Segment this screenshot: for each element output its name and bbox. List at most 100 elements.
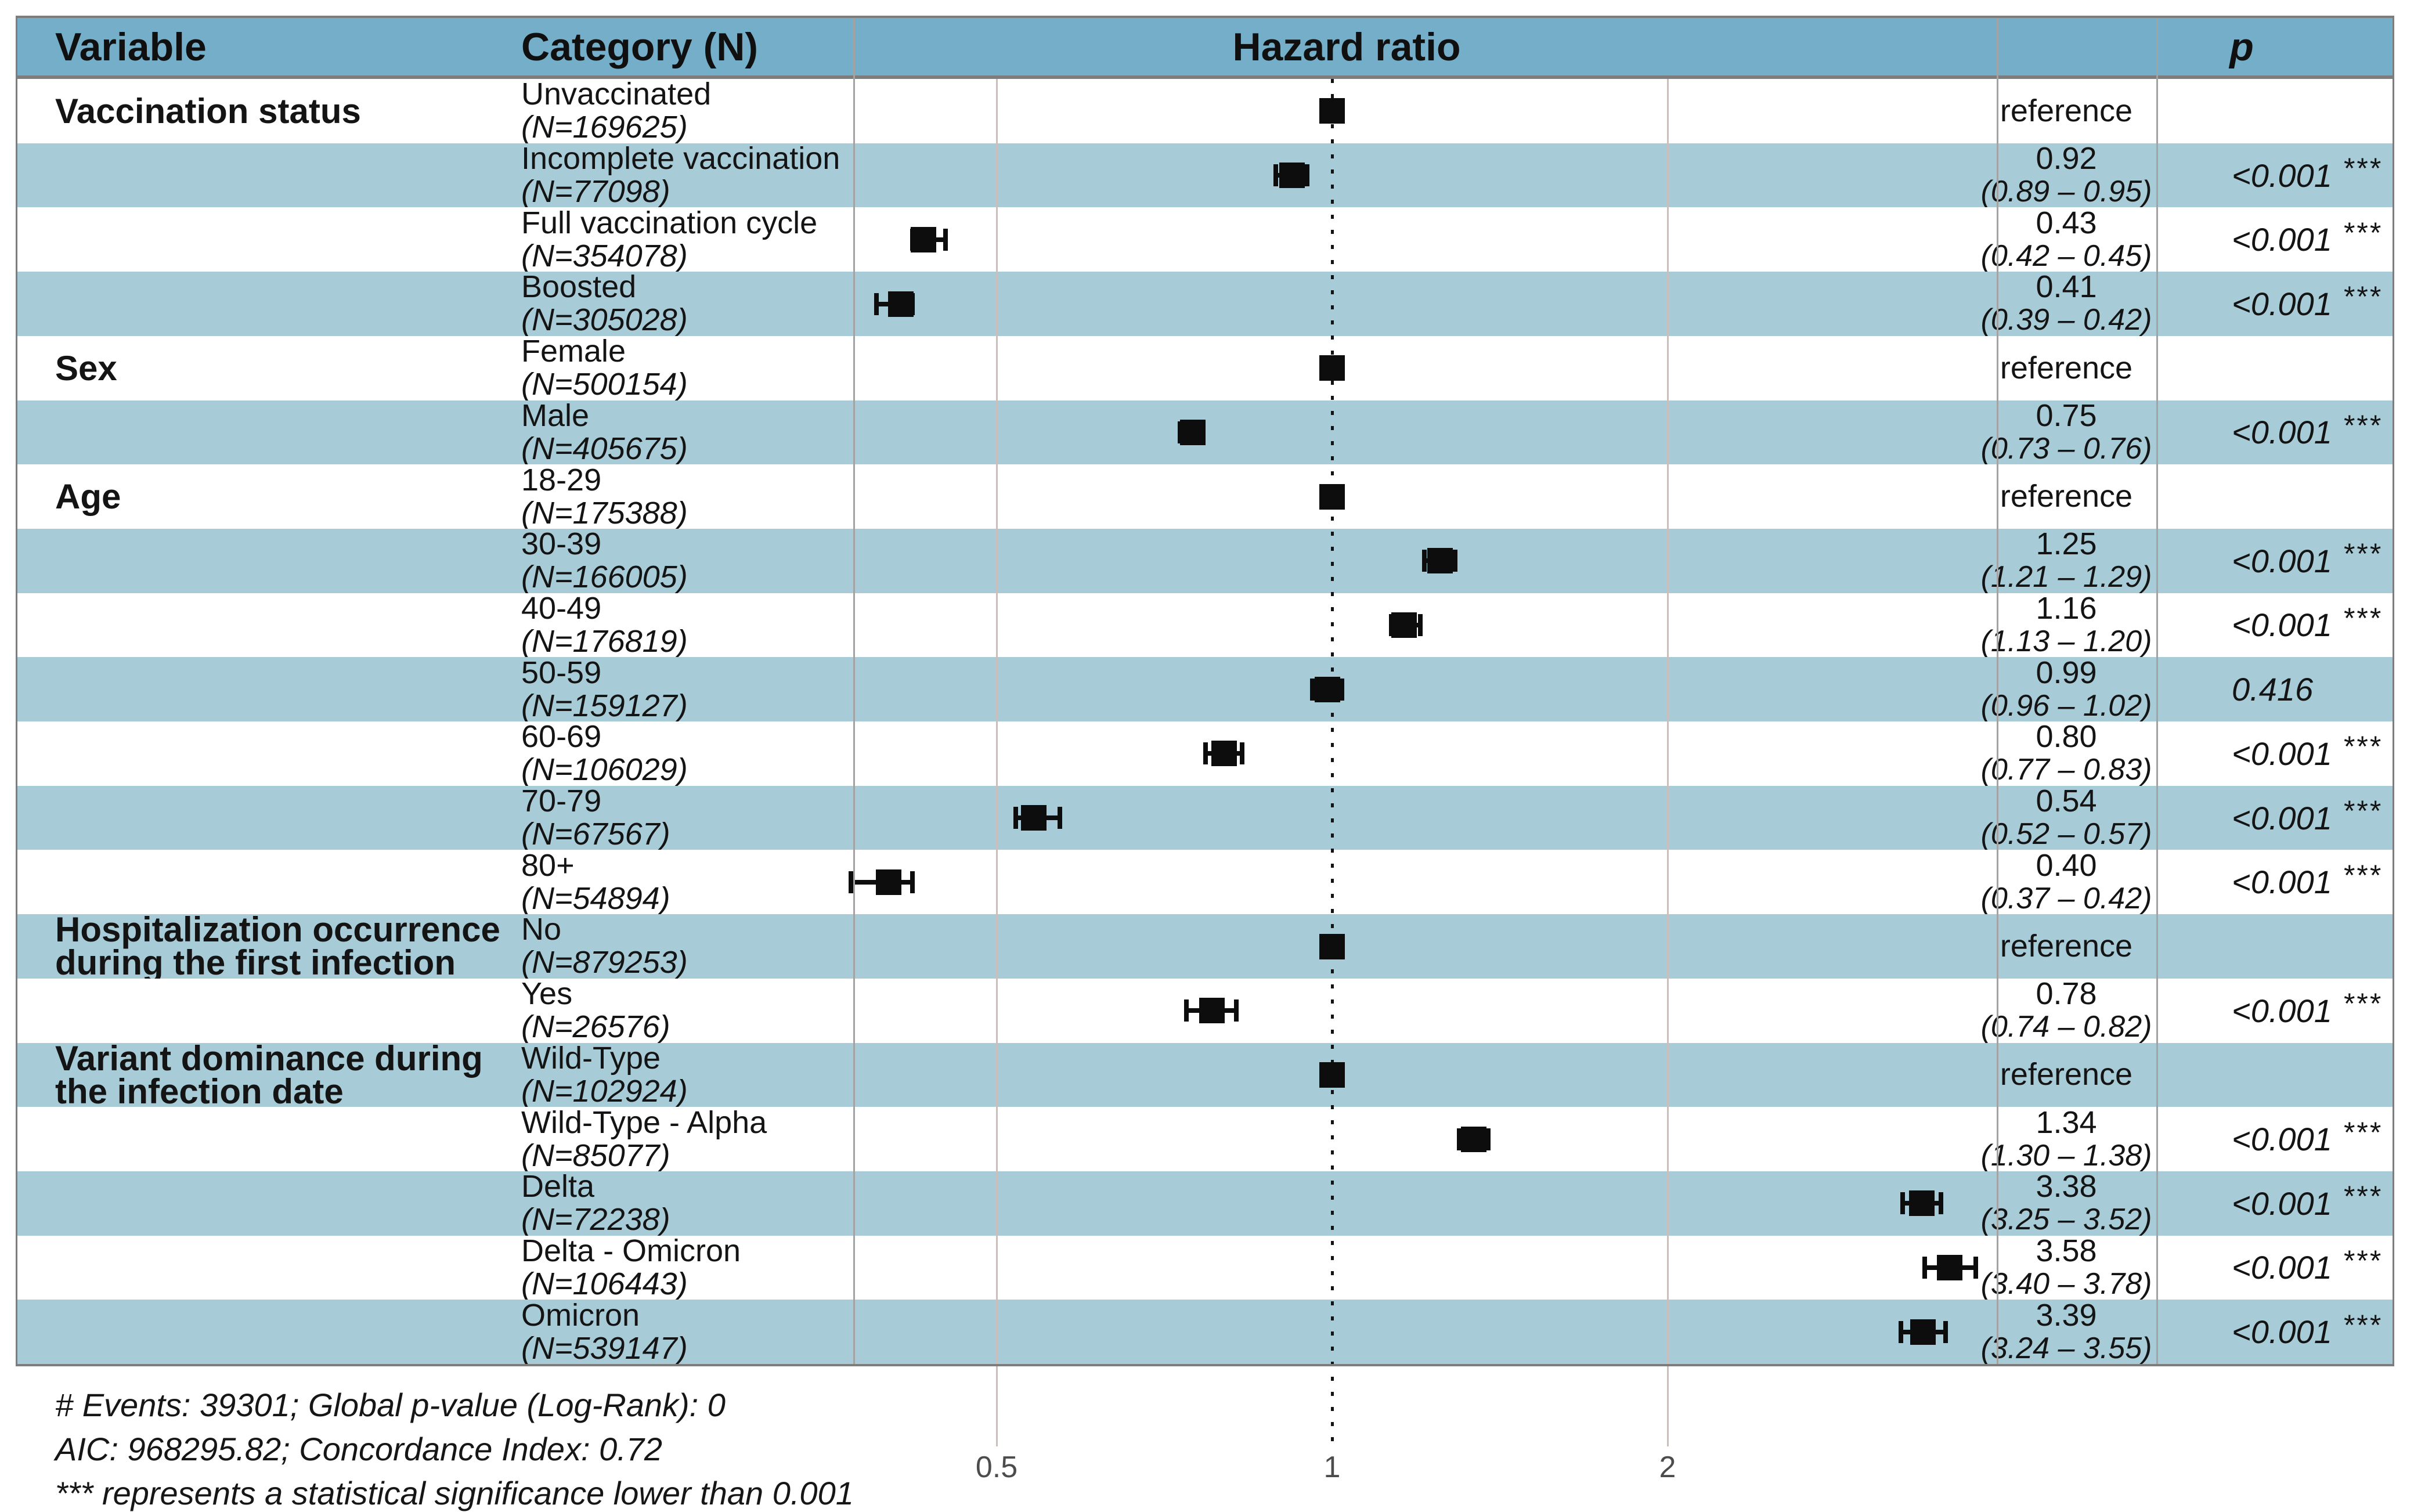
table-row: Full vaccination cycle (N=354078) 0.43 (0… [16, 206, 2393, 272]
hr-confidence-interval: (1.13 – 1.20) [1980, 624, 2152, 658]
hr-confidence-interval: (0.77 – 0.83) [1980, 753, 2152, 787]
table-left-border [16, 16, 17, 1366]
category-n-count: (N=405675) [521, 431, 688, 466]
variable-cell [55, 786, 519, 850]
category-cell: 60-69 (N=106029) [521, 720, 864, 786]
category-n-count: (N=166005) [521, 560, 688, 595]
variable-cell: Age [55, 464, 519, 529]
category-name: 18-29 [521, 462, 602, 497]
hr-point-marker [911, 226, 937, 252]
p-value-cell: <0.001 *** [2232, 979, 2414, 1043]
ci-cap-right [1973, 1256, 1978, 1279]
ci-cap-right [1305, 164, 1310, 187]
p-value-text: <0.001 [2232, 607, 2332, 644]
category-cell: Omicron (N=539147) [521, 1298, 864, 1366]
category-name: 80+ [521, 847, 575, 883]
hr-point-marker [1314, 676, 1340, 702]
category-n-count: (N=72238) [521, 1202, 670, 1237]
table-row: Wild-Type - Alpha (N=85077) 1.34 (1.30 – … [16, 1106, 2393, 1172]
hr-point-marker [1319, 98, 1345, 124]
p-value-text: <0.001 [2232, 1313, 2332, 1351]
ci-cap-right [1943, 1320, 1948, 1343]
significance-stars: *** [2342, 280, 2382, 313]
variable-cell [55, 529, 519, 593]
hr-point-marker [1319, 355, 1345, 381]
hr-point-marker [1427, 548, 1453, 574]
category-n-count: (N=106443) [521, 1266, 688, 1301]
category-cell: Wild-Type (N=102924) [521, 1040, 864, 1107]
category-name: 50-59 [521, 655, 602, 690]
footnote-aic: AIC: 968295.82; Concordance Index: 0.72 [55, 1431, 663, 1467]
category-name: Delta - Omicron [521, 1233, 741, 1268]
table-row: Yes (N=26576) 0.78 (0.74 – 0.82) <0.001 **… [16, 977, 2393, 1044]
hr-estimate: 1.25 [2036, 526, 2097, 562]
p-value-text: <0.001 [2232, 157, 2332, 194]
hr-estimate: 0.80 [2036, 719, 2097, 755]
hazard-ratio-cell: 0.80 (0.77 – 0.83) [1971, 719, 2162, 787]
category-cell: Female (N=500154) [521, 335, 864, 401]
ci-cap-right [1058, 807, 1063, 829]
hazard-ratio-cell: 0.40 (0.37 – 0.42) [1971, 849, 2162, 915]
category-n-count: (N=305028) [521, 302, 688, 338]
table-row: Delta (N=72238) 3.38 (3.25 – 3.52) <0.001… [16, 1170, 2393, 1237]
ci-cap-right [910, 871, 915, 893]
category-cell: Full vaccination cycle (N=354078) [521, 206, 864, 272]
significance-stars: *** [2342, 601, 2382, 634]
category-cell: 80+ (N=54894) [521, 847, 864, 916]
hazard-ratio-cell: 0.43 (0.42 – 0.45) [1971, 206, 2162, 272]
category-name: Unvaccinated [521, 77, 712, 112]
variable-cell [55, 721, 519, 786]
category-n-count: (N=54894) [521, 881, 670, 916]
ci-cap-left [874, 293, 879, 315]
p-value-text: <0.001 [2232, 1249, 2332, 1286]
p-value-text: <0.001 [2232, 1185, 2332, 1222]
category-cell: 30-39 (N=166005) [521, 526, 864, 595]
ci-cap-right [1939, 1192, 1944, 1215]
hr-point-marker [1936, 1254, 1962, 1280]
variable-cell [55, 1107, 519, 1171]
hr-estimate: 0.75 [2036, 398, 2097, 433]
gridline-2 [1666, 79, 1669, 1446]
hr-point-marker [1199, 998, 1225, 1024]
category-n-count: (N=67567) [521, 817, 670, 852]
column-header-hazard-ratio: Hazard ratio [1232, 24, 1461, 69]
category-n-count: (N=175388) [521, 495, 688, 531]
hr-point-marker [1319, 1062, 1345, 1088]
table-row: Age 18-29 (N=175388) reference [16, 462, 2393, 531]
p-value-cell [2232, 336, 2414, 400]
p-value-cell: <0.001 *** [2232, 721, 2414, 786]
hazard-ratio-cell: reference [1971, 464, 2162, 529]
category-name: Incomplete vaccination [521, 141, 840, 176]
ci-cap-right [1239, 742, 1244, 765]
x-tick-label: 0.5 [975, 1450, 1018, 1484]
ci-cap-left [1900, 1192, 1905, 1215]
significance-stars: *** [2342, 795, 2382, 828]
category-n-count: (N=539147) [521, 1330, 688, 1366]
variable-cell [55, 657, 519, 721]
p-value-cell: <0.001 *** [2232, 207, 2414, 272]
p-value-text: <0.001 [2232, 221, 2332, 258]
variable-cell [55, 143, 519, 208]
significance-stars: *** [2342, 216, 2382, 249]
variable-cell: Variant dominance during the infection da… [55, 1041, 519, 1109]
separator-plot-hr [1997, 18, 1998, 1364]
category-name: 30-39 [521, 526, 602, 562]
reference-label: reference [2000, 928, 2133, 964]
category-name: Wild-Type [521, 1040, 661, 1076]
category-cell: Yes (N=26576) [521, 977, 864, 1044]
hr-point-marker [1461, 1126, 1487, 1152]
p-value-cell [2232, 914, 2414, 979]
category-cell: Boosted (N=305028) [521, 270, 864, 338]
variable-cell: Sex [55, 336, 519, 400]
ci-cap-right [943, 228, 948, 251]
ci-cap-right [1453, 550, 1458, 572]
variable-cell [55, 850, 519, 914]
table-top-border [16, 16, 2394, 18]
significance-stars: *** [2342, 1180, 2382, 1213]
ci-cap-right [1339, 678, 1344, 701]
category-cell: Incomplete vaccination (N=77098) [521, 141, 864, 208]
significance-stars: *** [2342, 152, 2382, 185]
variable-cell [55, 400, 519, 465]
hazard-ratio-cell: 1.34 (1.30 – 1.38) [1971, 1106, 2162, 1172]
p-value-cell: <0.001 *** [2232, 529, 2414, 593]
